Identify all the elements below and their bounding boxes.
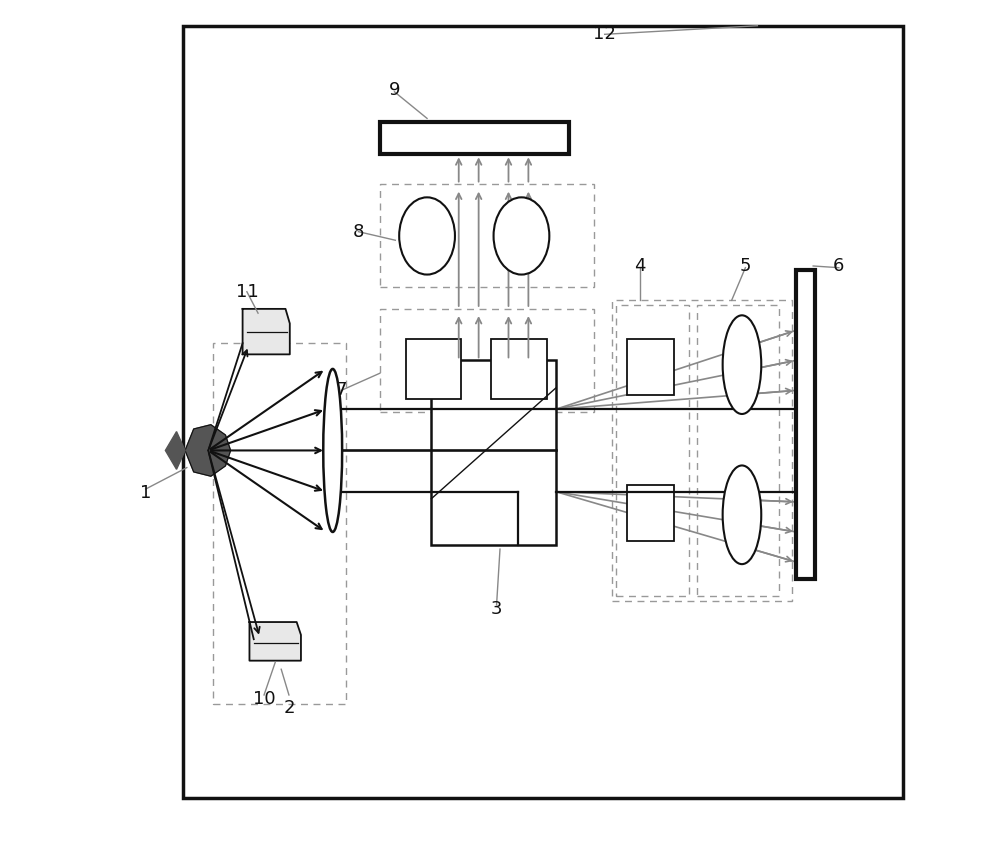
Bar bbox=[627, 485, 674, 541]
Bar bbox=[796, 270, 815, 579]
Bar bbox=[406, 339, 461, 399]
Text: 7: 7 bbox=[336, 382, 347, 399]
Ellipse shape bbox=[399, 197, 455, 275]
Text: 4: 4 bbox=[634, 257, 646, 275]
Ellipse shape bbox=[494, 197, 549, 275]
Bar bbox=[213, 343, 346, 704]
Polygon shape bbox=[185, 425, 231, 476]
Bar bbox=[183, 26, 903, 798]
Polygon shape bbox=[249, 622, 301, 661]
Text: 1: 1 bbox=[140, 485, 151, 502]
Bar bbox=[380, 309, 594, 412]
Polygon shape bbox=[243, 309, 290, 354]
Ellipse shape bbox=[323, 369, 342, 532]
Text: 11: 11 bbox=[236, 283, 258, 300]
Text: 2: 2 bbox=[283, 699, 295, 716]
Bar bbox=[431, 360, 556, 545]
Text: 6: 6 bbox=[833, 257, 845, 275]
Text: 8: 8 bbox=[353, 223, 364, 240]
Text: 10: 10 bbox=[253, 691, 275, 708]
Bar bbox=[697, 305, 779, 596]
Bar bbox=[491, 339, 547, 399]
Ellipse shape bbox=[723, 465, 761, 565]
Bar bbox=[612, 300, 792, 601]
Bar bbox=[380, 184, 594, 287]
Text: 12: 12 bbox=[593, 26, 616, 43]
Bar bbox=[380, 122, 569, 154]
Text: 5: 5 bbox=[740, 257, 751, 275]
Text: 3: 3 bbox=[491, 601, 502, 618]
Polygon shape bbox=[165, 432, 185, 469]
Ellipse shape bbox=[723, 316, 761, 414]
Text: 9: 9 bbox=[389, 82, 400, 99]
Bar bbox=[627, 339, 674, 395]
Bar bbox=[616, 305, 689, 596]
